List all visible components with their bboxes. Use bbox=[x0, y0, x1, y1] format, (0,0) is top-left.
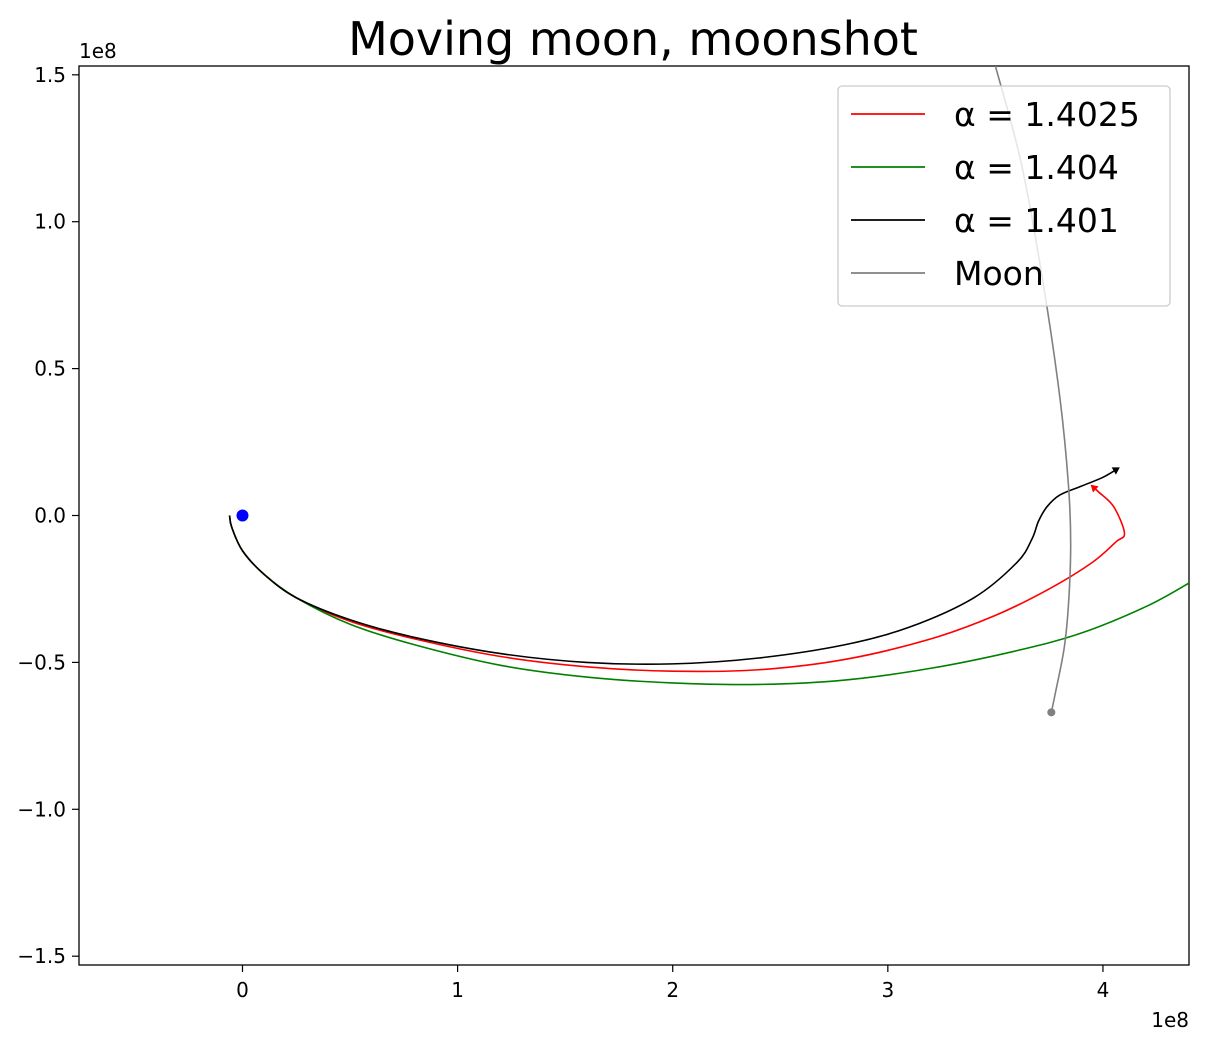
y-tick-label: −0.5 bbox=[17, 650, 66, 674]
y-tick-label: −1.5 bbox=[17, 944, 66, 968]
legend-label-0: α = 1.4025 bbox=[954, 95, 1140, 134]
series-clip-group bbox=[228, 66, 1189, 713]
legend-label-3: Moon bbox=[954, 254, 1044, 293]
x-offset-label: 1e8 bbox=[1151, 1008, 1189, 1032]
y-offset-label: 1e8 bbox=[79, 39, 117, 63]
legend-box bbox=[837, 85, 1171, 307]
legend-label-2: α = 1.401 bbox=[954, 201, 1119, 240]
y-tick-label: −1.0 bbox=[17, 797, 66, 821]
moon-position-marker bbox=[1047, 708, 1056, 717]
x-tick-label: 3 bbox=[881, 978, 894, 1002]
y-tick-label: 0.5 bbox=[34, 357, 66, 381]
y-tick-label: 1.5 bbox=[34, 63, 66, 87]
series-end-marker-2 bbox=[1111, 467, 1120, 475]
y-tick-label: 1.0 bbox=[34, 210, 66, 234]
legend: α = 1.4025 α = 1.404 α = 1.401 Moon bbox=[837, 85, 1171, 307]
chart-title: Moving moon, moonshot bbox=[348, 12, 918, 66]
series-layer bbox=[228, 66, 1189, 717]
x-tick-label: 2 bbox=[666, 978, 679, 1002]
series-end-marker-0 bbox=[1090, 484, 1099, 493]
ticks-layer: 0 1 2 3 4 1.5 1.0 0.5 0.0 −0.5 −1.0 −1.5 bbox=[17, 63, 1109, 1002]
earth-marker bbox=[236, 509, 249, 522]
x-tick-label: 4 bbox=[1097, 978, 1110, 1002]
x-tick-label: 1 bbox=[451, 978, 464, 1002]
x-tick-label: 0 bbox=[236, 978, 249, 1002]
y-tick-label: 0.0 bbox=[34, 504, 66, 528]
series-line-2 bbox=[228, 467, 1119, 665]
legend-label-1: α = 1.404 bbox=[954, 148, 1119, 187]
